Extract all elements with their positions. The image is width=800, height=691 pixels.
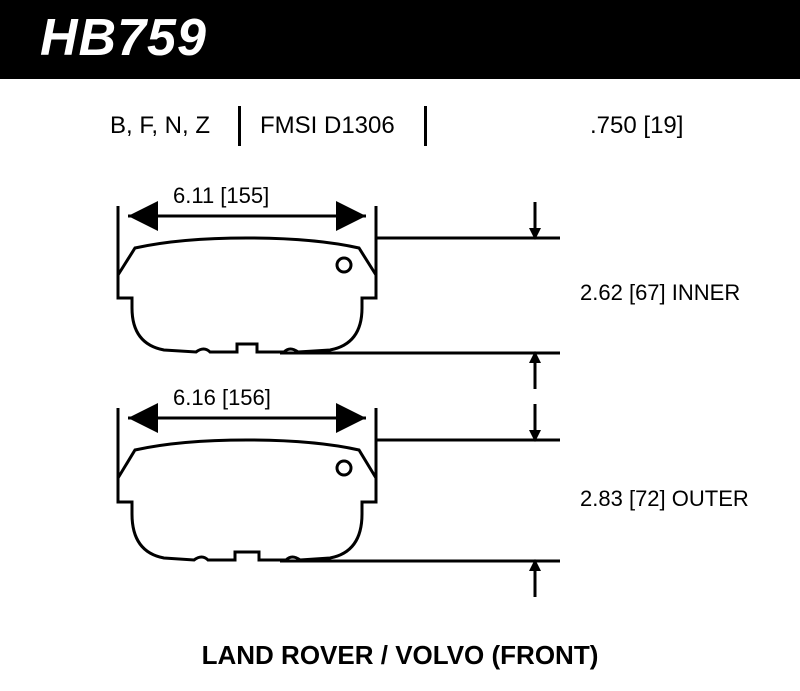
inner-label: INNER xyxy=(672,280,740,305)
application-label: LAND ROVER / VOLVO (FRONT) xyxy=(0,640,800,671)
inner-pad-pin xyxy=(337,258,351,272)
inner-height-mm: 67 xyxy=(635,280,659,305)
outer-width-in: 6.16 xyxy=(173,385,216,410)
outer-width-label: 6.16 [156] xyxy=(173,385,271,411)
inner-height-in: 2.62 xyxy=(580,280,623,305)
inner-pad-outline xyxy=(118,238,376,352)
inner-width-mm: 155 xyxy=(226,183,263,208)
outer-label: OUTER xyxy=(672,486,749,511)
inner-height-label: 2.62 [67] INNER xyxy=(580,280,740,306)
diagram-canvas xyxy=(0,0,800,691)
outer-height-in: 2.83 xyxy=(580,486,623,511)
outer-width-mm: 156 xyxy=(228,385,265,410)
outer-pad-pin xyxy=(337,461,351,475)
outer-height-label: 2.83 [72] OUTER xyxy=(580,486,749,512)
outer-pad-outline xyxy=(118,440,376,560)
inner-width-in: 6.11 xyxy=(173,183,214,208)
inner-width-label: 6.11 [155] xyxy=(173,183,269,209)
outer-height-mm: 72 xyxy=(635,486,659,511)
